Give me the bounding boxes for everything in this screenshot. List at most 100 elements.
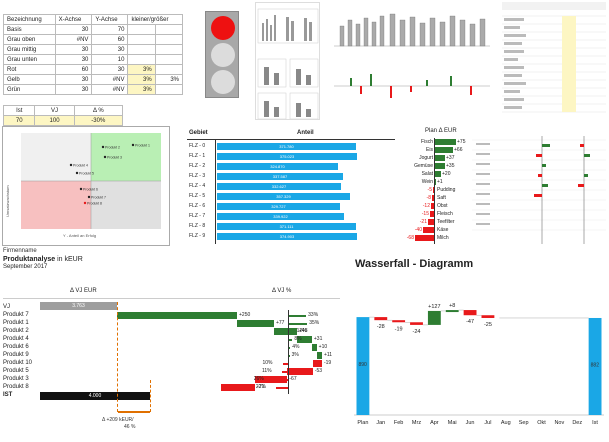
scatter-point-label: Produkt 6 — [83, 188, 98, 192]
table-thumbnail — [502, 2, 606, 120]
plan-value: +66 — [454, 147, 463, 153]
plan-value: 890 — [359, 362, 368, 368]
y-value: 10 — [91, 54, 129, 65]
row-name: Grau unten — [3, 54, 56, 65]
scatter-point — [87, 195, 91, 199]
quadrant-chart: Produkt 1 Produkt 2 Produkt 3 Produkt 4 Prod… — [2, 126, 170, 246]
produkt-label: Produkt 10 — [3, 360, 33, 366]
wasserfall-delta-bar — [392, 320, 406, 323]
plan-bar — [431, 203, 434, 209]
delta-eur-header: Δ VJ EUR — [70, 288, 97, 294]
pct-value: 11% — [261, 368, 272, 374]
bracket-label-1: Δ +209 kEUR/ — [102, 417, 134, 423]
top-left-table: Bezeichnung X-Achse Y-Achse kleiner/größ… — [3, 14, 184, 95]
row-name: Basis — [3, 24, 56, 35]
groesser-value — [154, 64, 184, 75]
produkt-delta-value: +250 — [239, 312, 251, 318]
wasserfall-delta-value: -19 — [395, 326, 403, 332]
produkt-delta-bar — [316, 352, 322, 359]
dashboard-thumbnail-1 — [255, 2, 320, 120]
produkt-label: Produkt 1 — [3, 320, 29, 326]
scatter-point-label: Produkt 7 — [91, 196, 106, 200]
produkt-unit: in kEUR — [57, 256, 83, 263]
pct-bar — [273, 379, 288, 381]
month-tick-label: Sep — [519, 420, 529, 426]
x-value: 30 — [54, 84, 93, 95]
bracket-line-left — [117, 302, 118, 412]
plan-value: -40 — [414, 227, 422, 233]
produkt-delta-value: -53 — [314, 368, 323, 374]
produkt-title: Produktanalyse — [3, 256, 56, 263]
plan-bar — [432, 195, 434, 201]
dashboard-thumbnail-2 — [330, 2, 495, 120]
scatter-point-label: Produkt 5 — [79, 172, 94, 176]
anteil-bar: 357.329 — [217, 193, 350, 200]
kleiner-value — [127, 24, 156, 35]
pct-value: 3% — [291, 352, 299, 358]
plan-bar — [435, 147, 453, 153]
scatter-point-label: Produkt 4 — [73, 164, 88, 168]
plan-value: +35 — [446, 163, 455, 169]
plan-label: Wein — [421, 179, 433, 185]
gebiet-label: FLZ - 6 — [189, 203, 206, 209]
pct-bar — [288, 315, 307, 317]
ist-bar: 4.000 — [40, 392, 150, 400]
company-name: Firmenname — [3, 248, 37, 254]
groesser-value — [154, 84, 184, 95]
plan-bar — [435, 163, 445, 169]
x-value: 30 — [54, 74, 93, 85]
scatter-point — [75, 171, 79, 175]
plan-bar — [435, 139, 456, 145]
produkt-delta-bar — [311, 344, 317, 351]
wasserfall-chart: 890 -28 -19 -24 +127 +8 -47 -25 882 Plan Jan Feb Mrz… — [354, 303, 604, 426]
pct-bar — [288, 323, 308, 325]
wasserfall-title: Wasserfall - Diagramm — [355, 258, 474, 270]
bracket-arrow — [118, 411, 150, 413]
produkt-date: September 2017 — [3, 264, 48, 270]
produkt-delta-bar — [221, 384, 256, 391]
scatter-point — [83, 201, 87, 205]
green-light-off — [211, 70, 235, 94]
plan-bar — [428, 219, 434, 225]
plan-value: -5 — [427, 187, 432, 193]
plan-bar — [435, 155, 445, 161]
pct-value: 10% — [262, 360, 273, 366]
row-name: Grün — [3, 84, 56, 95]
wasserfall-delta-value: -28 — [377, 324, 385, 330]
produkt-label: Produkt 6 — [3, 344, 29, 350]
delta-pct-header: Δ VJ % — [272, 288, 292, 294]
table-row: Basis 30 70 — [3, 24, 184, 35]
gebiet-label: FLZ - 5 — [189, 193, 206, 199]
produkt-label: Produkt 5 — [3, 368, 29, 374]
produkt-delta-value: -67 — [289, 376, 297, 382]
gebiet-label: FLZ - 2 — [189, 163, 206, 169]
wasserfall-delta-value: +8 — [449, 303, 455, 309]
plan-label: Milch — [437, 235, 449, 241]
produkt-delta-value: -19 — [323, 360, 332, 366]
kleiner-value: 3% — [127, 84, 156, 95]
pct-bar — [288, 331, 295, 333]
produkt-delta-value: +10 — [318, 344, 328, 350]
pct-value: 4% — [292, 344, 300, 350]
wasserfall-delta-bar — [410, 322, 423, 325]
plan-label: Fleisch — [437, 211, 453, 217]
small-table-thumbnail — [472, 126, 606, 246]
pct-bar — [275, 387, 288, 389]
col-header: kleiner/größer — [127, 14, 183, 25]
col-header: Bezeichnung — [3, 14, 56, 25]
delta-value: -30% — [73, 115, 124, 126]
produkt-delta-bar — [255, 376, 288, 383]
vj-value: 100 — [34, 115, 75, 126]
red-light — [211, 16, 235, 40]
anteil-bar: 324.870 — [217, 163, 338, 170]
y-value: 30 — [91, 44, 129, 55]
wasserfall-delta-value: +127 — [428, 304, 440, 310]
produkt-delta-bar — [273, 328, 297, 335]
x-value: 30 — [54, 44, 93, 55]
anteil-header: Anteil — [297, 130, 314, 136]
bracket-label-2: 46 % — [124, 424, 136, 430]
pct-value: 33% — [308, 312, 319, 318]
kleiner-value: 3% — [127, 64, 156, 75]
plan-label: Fisch — [421, 139, 433, 145]
anteil-bar: 332.627 — [217, 183, 341, 190]
